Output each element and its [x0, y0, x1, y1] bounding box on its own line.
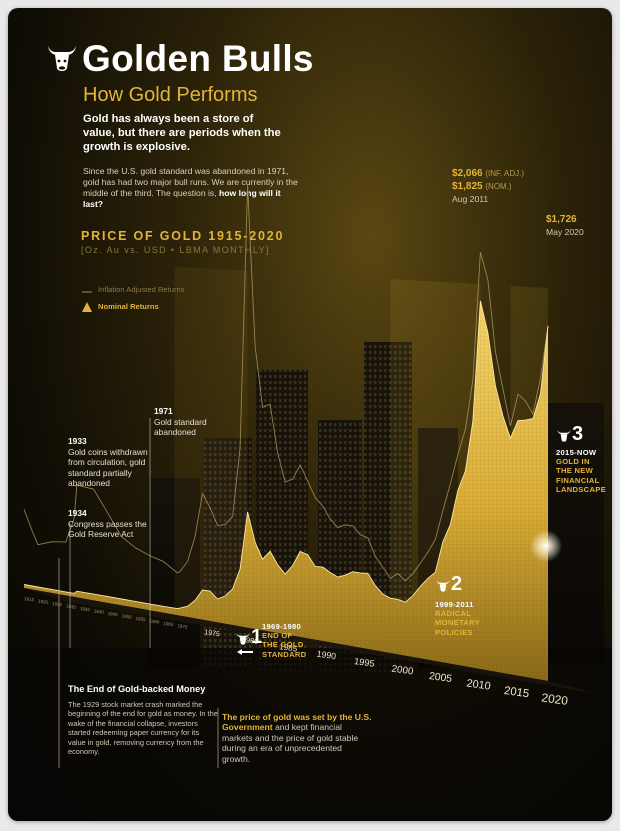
- chart-floor-plane: [24, 588, 604, 695]
- tick-label-major: 2010: [466, 677, 492, 692]
- tick-label-major: 1980: [241, 635, 259, 646]
- infographic-card: Golden Bulls How Gold Performs Gold has …: [8, 8, 612, 821]
- footer-heading: The End of Gold-backed Money: [68, 684, 206, 694]
- tick-label-minor: 1970: [177, 623, 188, 629]
- tick-label-minor: 1915: [24, 596, 35, 602]
- peak-nominal-label: $1,825 (NOM.): [452, 181, 512, 192]
- footer-text: The 1929 stock market crash marked the b…: [68, 700, 218, 757]
- tick-label-major: 2005: [428, 671, 452, 685]
- gold-price-chart: 1915 1920 1925 1930 1935 1940 1945 1950 1955 1960…: [23, 185, 604, 768]
- tick-label-major: 1990: [316, 649, 337, 662]
- intro-text: Since the U.S. gold standard was abandon…: [83, 166, 298, 209]
- tick-label-major: 2000: [391, 664, 415, 678]
- nominal-area-texture: [24, 300, 548, 681]
- tick-label-major: 1985: [279, 642, 299, 653]
- tick-label-minor: 1960: [149, 618, 160, 624]
- tick-label-minor: 1925: [52, 601, 63, 607]
- adjusted-legend-line-icon: [82, 291, 92, 293]
- tick-label-minor: 1935: [80, 606, 91, 612]
- annotation-1971: 1971 Gold standard abandoned: [154, 406, 207, 437]
- lead-text: Gold has always been a store of value, b…: [83, 113, 281, 153]
- peak-date: Aug 2011: [452, 194, 489, 204]
- era-1-arrow-icon: [237, 649, 253, 655]
- latest-date: May 2020: [546, 227, 584, 237]
- era-band-1: [174, 266, 248, 628]
- era-2-label: 1999-2011 RADICAL MONETARY POLICIES: [435, 600, 481, 637]
- tick-label-major: 2015: [503, 685, 530, 700]
- footer-note-bold: The price of gold was set by the U.S. Go…: [222, 712, 372, 733]
- era-3-label: 2015-NOW GOLD IN THE NEW FINANCIAL LANDSCAPE: [556, 448, 606, 494]
- tick-label-major: 2020: [541, 690, 570, 708]
- sparkle-highlight: [530, 530, 562, 562]
- era-1-bull-icon: [236, 632, 250, 645]
- tick-label-minor: 1955: [135, 616, 146, 622]
- chart-title: PRICE OF GOLD 1915-2020: [81, 229, 285, 243]
- era-2-bull-icon: [436, 579, 450, 592]
- annotation-1934: 1934 Congress passes the Gold Reserve Act: [68, 508, 147, 539]
- x-axis-labels: 1915 1920 1925 1930 1935 1940 1945 1950 1955 1960…: [24, 596, 569, 708]
- era-1-label: 1969-1980 END OF THE GOLD STANDARD: [262, 622, 307, 659]
- tick-label-major: 1975: [204, 629, 221, 638]
- annotation-1933: 1933 Gold coins withdrawn from circulatio…: [68, 436, 148, 488]
- era-1-number: 1: [251, 626, 263, 648]
- legend-adjusted: Inflation Adjusted Returns: [98, 285, 185, 294]
- footer-note: The price of gold was set by the U.S. Go…: [222, 712, 372, 764]
- inflation-adjusted-line: [23, 185, 549, 582]
- page-title: Golden Bulls: [82, 38, 314, 79]
- intro-bold: how long will it last?: [83, 188, 281, 209]
- tick-label-minor: 1945: [107, 611, 118, 617]
- era-2-number: 2: [451, 573, 463, 595]
- tick-label-minor: 1940: [94, 608, 105, 614]
- nominal-legend-triangle-icon: [82, 302, 92, 312]
- era-3-number: 3: [572, 423, 584, 445]
- tick-label-minor: 1950: [121, 613, 132, 619]
- tick-label-minor: 1920: [38, 599, 49, 605]
- page-subtitle: How Gold Performs: [83, 84, 258, 106]
- legend-nominal: Nominal Returns: [98, 302, 159, 311]
- peak-adjusted-label: $2,066 (INF. ADJ.): [452, 168, 525, 179]
- bull-logo-icon: [48, 46, 76, 71]
- tick-label-minor: 1965: [163, 621, 174, 627]
- latest-value-label: $1,726: [546, 214, 577, 225]
- nominal-returns-line: [23, 300, 549, 610]
- chart-floor: [24, 588, 604, 695]
- chart-subtitle: [Oz. Au vs. USD • LBMA MONTHLY]: [81, 245, 270, 255]
- era-3-bull-icon: [557, 429, 571, 442]
- tick-label-major: 1995: [354, 656, 376, 669]
- tick-label-minor: 1930: [66, 603, 77, 609]
